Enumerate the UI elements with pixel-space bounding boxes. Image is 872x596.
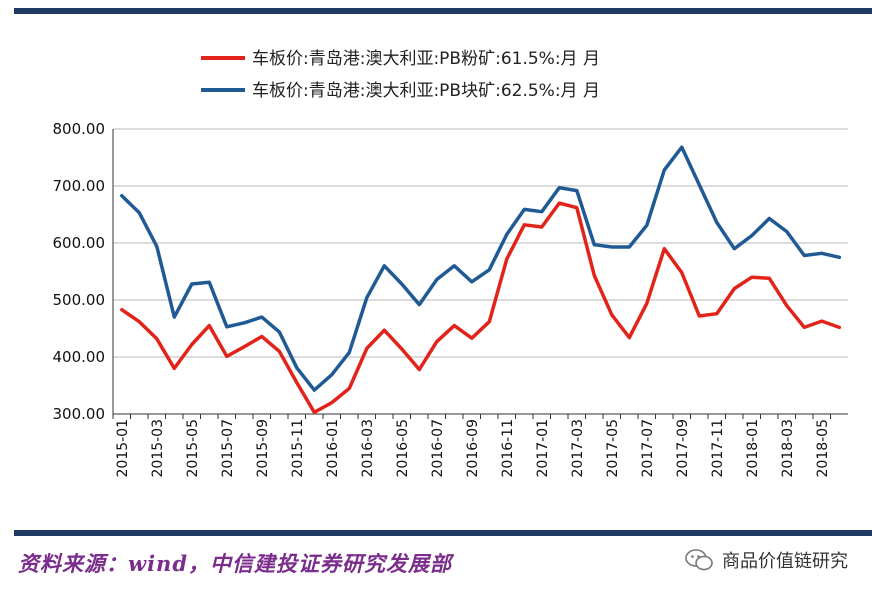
- x-tick-label: 2017-09: [675, 419, 691, 478]
- x-tick-label: 2018-01: [745, 419, 761, 478]
- chart-legend: 车板价:青岛港:澳大利亚:PB粉矿:61.5%:月 月车板价:青岛港:澳大利亚:…: [201, 49, 600, 101]
- y-tick-label: 600.00: [53, 234, 106, 252]
- series-line-pb-fines: [120, 201, 842, 415]
- x-tick-label: 2015-03: [150, 419, 166, 478]
- x-tick-label: 2016-01: [325, 419, 341, 478]
- legend-label: 车板价:青岛港:澳大利亚:PB块矿:62.5%:月 月: [252, 81, 600, 101]
- source-note: 资料来源：wind，中信建投证券研究发展部: [18, 551, 453, 576]
- x-tick-label: 2015-07: [220, 419, 236, 478]
- y-tick-label: 500.00: [53, 291, 106, 309]
- price-line-chart: 车板价:青岛港:澳大利亚:PB粉矿:61.5%:月 月车板价:青岛港:澳大利亚:…: [53, 49, 848, 478]
- x-tick-label: 2018-03: [780, 419, 796, 478]
- x-tick-label: 2017-05: [605, 419, 621, 478]
- x-tick-label: 2015-11: [290, 419, 306, 478]
- watermark-text: 商品价值链研究: [722, 551, 848, 572]
- x-tick-label: 2017-01: [535, 419, 551, 478]
- x-tick-label: 2015-09: [255, 419, 271, 478]
- x-tick-label: 2016-09: [465, 419, 481, 478]
- x-tick-label: 2017-03: [570, 419, 586, 478]
- y-tick-label: 300.00: [53, 405, 106, 423]
- y-tick-label: 400.00: [53, 348, 106, 366]
- legend-label: 车板价:青岛港:澳大利亚:PB粉矿:61.5%:月 月: [252, 49, 600, 69]
- x-tick-label: 2016-11: [500, 419, 516, 478]
- wechat-icon: [685, 549, 713, 571]
- y-tick-label: 700.00: [53, 177, 106, 195]
- x-tick-label: 2016-07: [430, 419, 446, 478]
- x-tick-label: 2015-05: [185, 419, 201, 478]
- series-line-pb-lump: [120, 145, 842, 392]
- chart-gridlines: [113, 128, 848, 415]
- x-tick-label: 2016-03: [360, 419, 376, 478]
- watermark: 商品价值链研究: [684, 547, 848, 573]
- x-tick-label: 2017-11: [710, 419, 726, 478]
- bottom-frame-bar: [14, 530, 872, 536]
- x-tick-label: 2017-07: [640, 419, 656, 478]
- chart-series-layer: [120, 145, 842, 415]
- x-tick-label: 2016-05: [395, 419, 411, 478]
- x-tick-label: 2015-01: [115, 419, 131, 478]
- top-frame-bar: [14, 8, 872, 14]
- chart-axes: 800.00 700.00 600.00 500.00 400.00 300.00 2015…: [53, 120, 848, 478]
- x-tick-label: 2018-05: [815, 419, 831, 478]
- y-tick-label: 800.00: [53, 120, 106, 138]
